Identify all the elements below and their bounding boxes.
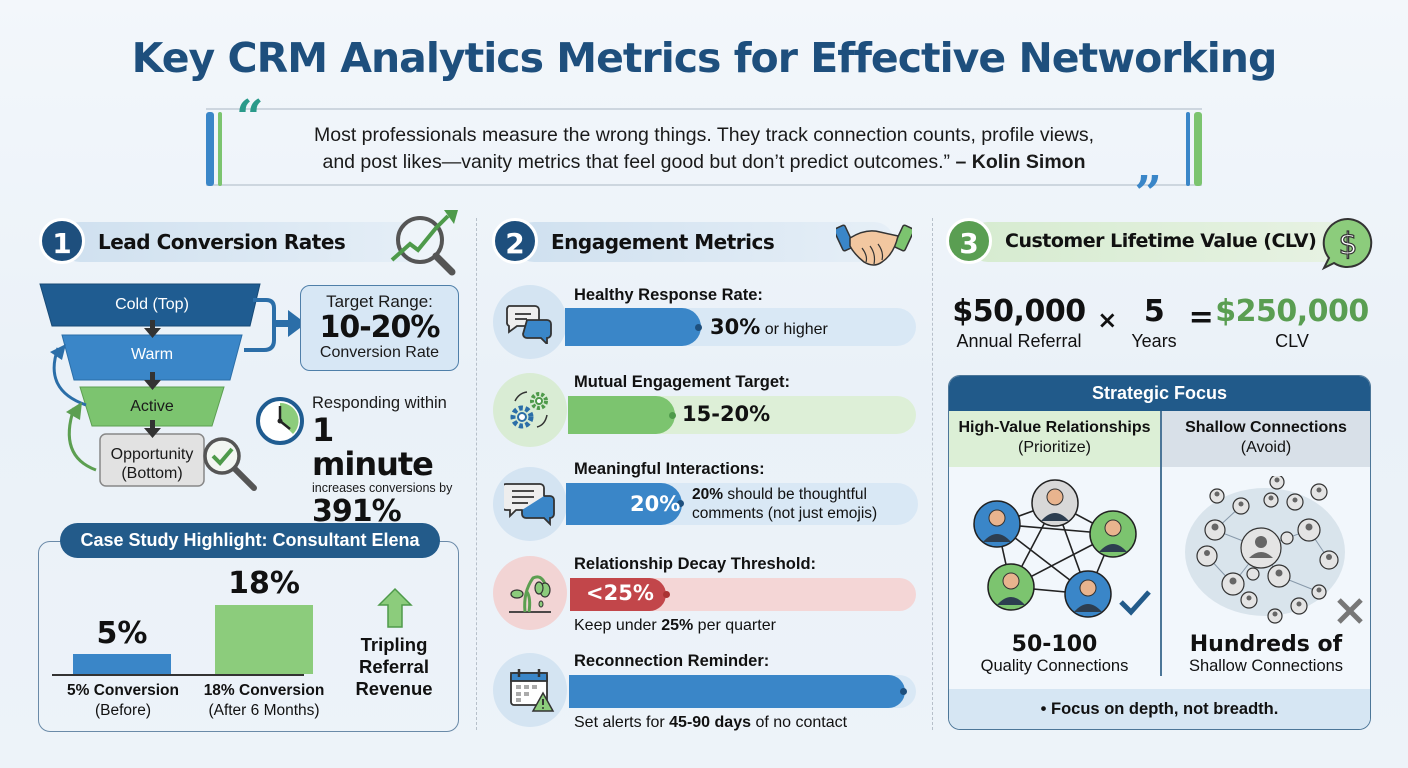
bar-after bbox=[215, 605, 313, 674]
close-quote-icon: ” bbox=[1134, 166, 1162, 222]
clv-result-value: $250,000 bbox=[1215, 294, 1369, 329]
bar-after-value: 18% bbox=[228, 566, 300, 601]
metric-value: 20% bbox=[630, 492, 681, 516]
target-range-value: 10-20% bbox=[319, 310, 440, 345]
svg-text:$: $ bbox=[1338, 227, 1357, 262]
bar-before-caption: 5% Conversion (Before) bbox=[67, 682, 179, 719]
quote-bar-left-blue bbox=[206, 112, 214, 186]
magnifier-check-icon bbox=[203, 437, 257, 491]
chart-baseline bbox=[52, 674, 304, 676]
quote-bar-right-green bbox=[1194, 112, 1202, 186]
response-time-stat: Responding within 1 minute increases con… bbox=[312, 394, 462, 529]
metric-note: 20% should be thoughtful comments (not j… bbox=[692, 486, 878, 522]
metric-label: Healthy Response Rate: bbox=[574, 286, 763, 304]
section-1-title: Lead Conversion Rates bbox=[98, 230, 346, 254]
section-3-header-bar bbox=[968, 222, 1348, 262]
metric-value: 30% or higher bbox=[710, 315, 828, 339]
target-range-box: Target Range: 10-20% Conversion Rate bbox=[300, 285, 459, 371]
metric-label: Mutual Engagement Target: bbox=[574, 373, 791, 391]
quality-connections-stat: 50-100 Quality Connections bbox=[980, 632, 1129, 675]
section-2-header-bar bbox=[514, 222, 894, 262]
calendar-alert-icon bbox=[493, 653, 567, 727]
sales-funnel bbox=[39, 283, 306, 487]
bar-before-value: 5% bbox=[96, 616, 148, 651]
strategic-focus-panel: Strategic Focus High-Value Relationships… bbox=[948, 375, 1371, 730]
funnel-layer-active: Active bbox=[130, 398, 174, 415]
quote-bar-right-blue bbox=[1186, 112, 1190, 186]
clock-icon bbox=[256, 397, 304, 445]
response-rate-bar bbox=[565, 308, 916, 346]
open-quote-icon: “ bbox=[236, 90, 264, 146]
section-3-number: 3 bbox=[946, 218, 992, 264]
check-icon bbox=[1119, 590, 1151, 616]
chat-bubbles-icon bbox=[493, 285, 567, 359]
annual-referral-value: $50,000 bbox=[952, 294, 1086, 329]
bar-before bbox=[73, 654, 171, 674]
quote-author: – Kolin Simon bbox=[955, 151, 1086, 173]
quality-network-icon bbox=[973, 479, 1137, 618]
x-mark-icon bbox=[1337, 598, 1363, 624]
metric-note: Keep under 25% per quarter bbox=[574, 617, 776, 634]
times-sign: × bbox=[1097, 306, 1117, 334]
metric-label: Relationship Decay Threshold: bbox=[574, 555, 817, 573]
bar-after-caption: 18% Conversion (After 6 Months) bbox=[203, 682, 325, 719]
metric-value: <25% bbox=[586, 581, 654, 605]
case-study-title: Case Study Highlight: Consultant Elena bbox=[60, 523, 440, 558]
metric-note: Set alerts for 45-90 days of no contact bbox=[574, 714, 848, 731]
metric-label: Reconnection Reminder: bbox=[574, 652, 770, 670]
metric-value: 15-20% bbox=[682, 402, 771, 426]
section-2-number: 2 bbox=[492, 218, 538, 264]
funnel-layer-opportunity: Opportunity (Bottom) bbox=[110, 446, 194, 482]
section-1-header-bar bbox=[60, 222, 440, 262]
avoid-column-header: Shallow Connections (Avoid) bbox=[1160, 411, 1370, 467]
focus-footer: • Focus on depth, not breadth. bbox=[949, 689, 1370, 729]
equals-sign: = bbox=[1188, 300, 1214, 335]
reconnection-reminder-bar bbox=[569, 675, 916, 708]
handshake-icon bbox=[836, 224, 912, 266]
dollar-bubble-icon: $ bbox=[1321, 217, 1373, 271]
shallow-network-icon bbox=[1185, 476, 1345, 624]
column-divider bbox=[476, 218, 477, 730]
funnel-layer-cold: Cold (Top) bbox=[115, 296, 189, 313]
meaningful-interactions-bar bbox=[566, 483, 918, 525]
page-title: Key CRM Analytics Metrics for Effective … bbox=[131, 34, 1278, 82]
magnifier-growth-chart-icon bbox=[390, 210, 458, 276]
shallow-connections-stat: Hundreds of Shallow Connections bbox=[1188, 632, 1344, 675]
wilting-plant-icon bbox=[493, 556, 567, 630]
tripling-callout: Tripling Referral Revenue bbox=[355, 634, 433, 699]
column-divider bbox=[932, 218, 933, 730]
prioritize-column-header: High-Value Relationships (Prioritize) bbox=[949, 411, 1160, 467]
quote-block: “ ” Most professionals measure the wrong… bbox=[206, 94, 1202, 218]
section-2-title: Engagement Metrics bbox=[551, 230, 775, 254]
decay-threshold-bar bbox=[570, 578, 916, 611]
up-arrow-icon bbox=[377, 587, 413, 628]
response-stat-value: 391% bbox=[312, 494, 402, 529]
quote-text: Most professionals measure the wrong thi… bbox=[313, 124, 1095, 173]
years-value: 5 bbox=[1143, 294, 1165, 329]
mutual-engagement-bar bbox=[568, 396, 916, 434]
message-icon bbox=[493, 467, 567, 541]
metric-label: Meaningful Interactions: bbox=[574, 460, 765, 478]
section-1-number: 1 bbox=[39, 218, 85, 264]
quote-bar-left-green bbox=[218, 112, 222, 186]
strategic-focus-title: Strategic Focus bbox=[949, 376, 1370, 411]
gears-cycle-icon bbox=[493, 373, 567, 447]
section-3-title: Customer Lifetime Value (CLV) bbox=[1005, 230, 1317, 252]
funnel-layer-warm: Warm bbox=[130, 346, 174, 363]
column-separator bbox=[1160, 411, 1162, 676]
